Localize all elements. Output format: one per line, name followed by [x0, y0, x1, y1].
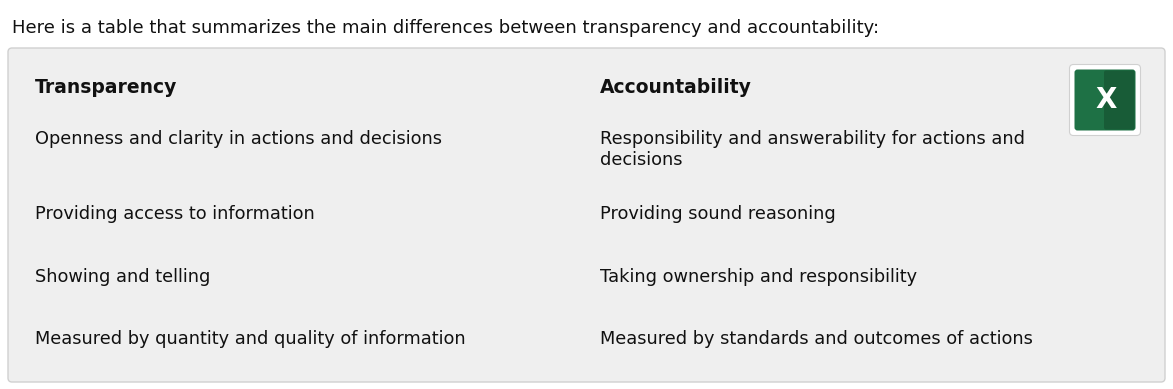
Text: Taking ownership and responsibility: Taking ownership and responsibility	[601, 268, 917, 286]
FancyBboxPatch shape	[1070, 65, 1140, 135]
Text: Showing and telling: Showing and telling	[35, 268, 210, 286]
Text: Measured by quantity and quality of information: Measured by quantity and quality of info…	[35, 330, 466, 348]
Text: Here is a table that summarizes the main differences between transparency and ac: Here is a table that summarizes the main…	[12, 19, 879, 37]
Text: Transparency: Transparency	[35, 78, 177, 97]
FancyBboxPatch shape	[1074, 70, 1135, 130]
Text: Accountability: Accountability	[601, 78, 752, 97]
Text: X: X	[1096, 86, 1117, 114]
Text: Measured by standards and outcomes of actions: Measured by standards and outcomes of ac…	[601, 330, 1033, 348]
Text: Providing access to information: Providing access to information	[35, 205, 314, 223]
Text: Responsibility and answerability for actions and
decisions: Responsibility and answerability for act…	[601, 130, 1025, 169]
Text: Openness and clarity in actions and decisions: Openness and clarity in actions and deci…	[35, 130, 442, 148]
FancyBboxPatch shape	[8, 48, 1165, 382]
Text: Providing sound reasoning: Providing sound reasoning	[601, 205, 835, 223]
FancyBboxPatch shape	[1104, 70, 1134, 130]
